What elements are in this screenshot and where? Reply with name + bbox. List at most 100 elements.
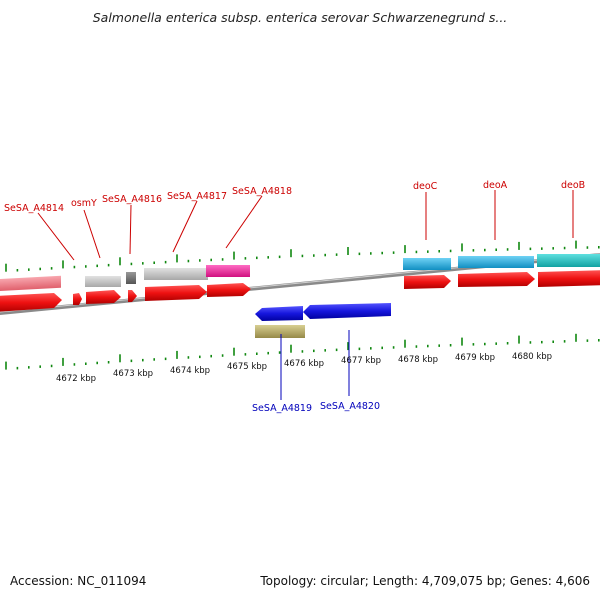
gene-labels-top: SeSA_A4814 osmY SeSA_A4816 SeSA_A4817 Se… (4, 180, 585, 214)
gene-label-deoa[interactable]: deoA (483, 180, 508, 191)
minor-tick (324, 253, 326, 257)
major-tick (290, 344, 292, 353)
minor-tick (563, 340, 566, 343)
gene-label-sesa-a4818[interactable]: SeSA_A4818 (232, 186, 292, 197)
minor-tick (50, 267, 53, 270)
minor-tick (358, 347, 361, 351)
gray-feature-osmy[interactable] (85, 276, 121, 287)
map-title: Salmonella enterica subsp. enterica sero… (92, 10, 508, 25)
major-tick (461, 337, 463, 346)
pink-feature[interactable] (0, 275, 61, 292)
minor-tick (199, 259, 201, 262)
minor-tick (370, 252, 372, 255)
cds-arrow-deoa[interactable] (458, 272, 535, 287)
minor-tick (506, 248, 509, 251)
minor-tick (153, 261, 155, 264)
gene-label-osmy[interactable]: osmY (71, 198, 97, 209)
minor-tick (541, 340, 543, 344)
major-tick (233, 251, 235, 260)
cds-arrow-a4817[interactable] (145, 285, 207, 301)
major-tick (404, 245, 406, 254)
minor-tick (415, 250, 418, 254)
cyan-feature-deoa[interactable] (458, 256, 534, 268)
major-tick (5, 361, 7, 370)
minor-tick (221, 258, 224, 261)
cds-arrow-small[interactable] (73, 293, 82, 305)
feature-band-upper (0, 254, 600, 292)
minor-tick (415, 345, 418, 348)
major-tick (461, 243, 463, 252)
minor-tick (381, 251, 383, 255)
gene-label-deob[interactable]: deoB (561, 180, 585, 191)
cds-arrow-a4816[interactable] (128, 290, 137, 302)
minor-tick (187, 356, 190, 359)
gene-label-sesa-a4817[interactable]: SeSA_A4817 (167, 191, 227, 202)
minor-tick (529, 341, 532, 344)
cds-arrow-a4818[interactable] (207, 283, 251, 297)
minor-tick (107, 263, 110, 267)
major-tick (290, 249, 292, 258)
minor-tick (28, 366, 30, 369)
minor-tick (586, 246, 589, 249)
gene-label-sesa-a4816[interactable]: SeSA_A4816 (102, 194, 162, 205)
upper-tick-row (5, 240, 600, 272)
label-leaders (37, 190, 574, 400)
scale-tick-label: 4672 kbp (56, 374, 96, 384)
minor-tick (472, 343, 475, 346)
major-tick (176, 350, 178, 359)
cds-arrow-a4814[interactable] (0, 293, 62, 312)
magenta-feature[interactable] (206, 265, 250, 277)
minor-tick (187, 259, 190, 263)
minor-tick (50, 364, 53, 368)
minor-tick (267, 256, 269, 259)
minor-tick (335, 253, 338, 256)
scale-tick-label: 4679 kbp (455, 353, 495, 363)
minor-tick (335, 348, 338, 352)
cds-arrow-osmy[interactable] (86, 290, 121, 304)
minor-tick (552, 247, 554, 250)
minor-tick (301, 350, 304, 353)
minor-tick (85, 265, 87, 268)
major-tick (575, 240, 577, 249)
minor-tick (130, 359, 133, 363)
minor-tick (221, 354, 224, 357)
major-tick (347, 342, 349, 351)
major-tick (62, 357, 64, 366)
minor-tick (107, 361, 110, 364)
scale-tick-label: 4674 kbp (170, 366, 210, 376)
cds-arrow-a4819[interactable] (255, 306, 303, 321)
minor-tick (199, 355, 201, 359)
cds-arrow-deoc[interactable] (404, 275, 451, 289)
scale-tick-label: 4673 kbp (113, 369, 153, 379)
cds-arrow-a4820[interactable] (303, 303, 391, 319)
minor-tick (256, 352, 258, 355)
minor-tick (142, 358, 144, 362)
dark-gray-feature[interactable] (126, 272, 136, 284)
minor-tick (358, 252, 361, 256)
gene-label-deoc[interactable]: deoC (413, 181, 438, 192)
minor-tick (16, 366, 19, 370)
minor-tick (278, 255, 281, 259)
minor-tick (153, 358, 155, 361)
minor-tick (16, 269, 19, 272)
major-tick (347, 247, 349, 255)
minor-tick (244, 257, 247, 260)
gray-feature-a4817[interactable] (144, 268, 208, 280)
minor-tick (73, 265, 76, 269)
gene-label-sesa-a4814[interactable]: SeSA_A4814 (4, 203, 64, 214)
minor-tick (552, 340, 554, 343)
olive-feature[interactable] (255, 325, 305, 338)
minor-tick (96, 264, 98, 268)
cyan-feature-deoc[interactable] (403, 258, 451, 270)
minor-tick (438, 344, 440, 347)
gene-label-sesa-a4820[interactable]: SeSA_A4820 (320, 401, 380, 412)
minor-tick (563, 246, 566, 250)
minor-tick (301, 254, 304, 258)
teal-feature-deob[interactable] (537, 254, 600, 267)
gene-label-sesa-a4819[interactable]: SeSA_A4819 (252, 403, 312, 414)
scale-tick-label: 4677 kbp (341, 356, 381, 366)
major-tick (518, 335, 520, 344)
cds-arrow-deob[interactable] (538, 270, 600, 287)
minor-tick (495, 248, 497, 251)
